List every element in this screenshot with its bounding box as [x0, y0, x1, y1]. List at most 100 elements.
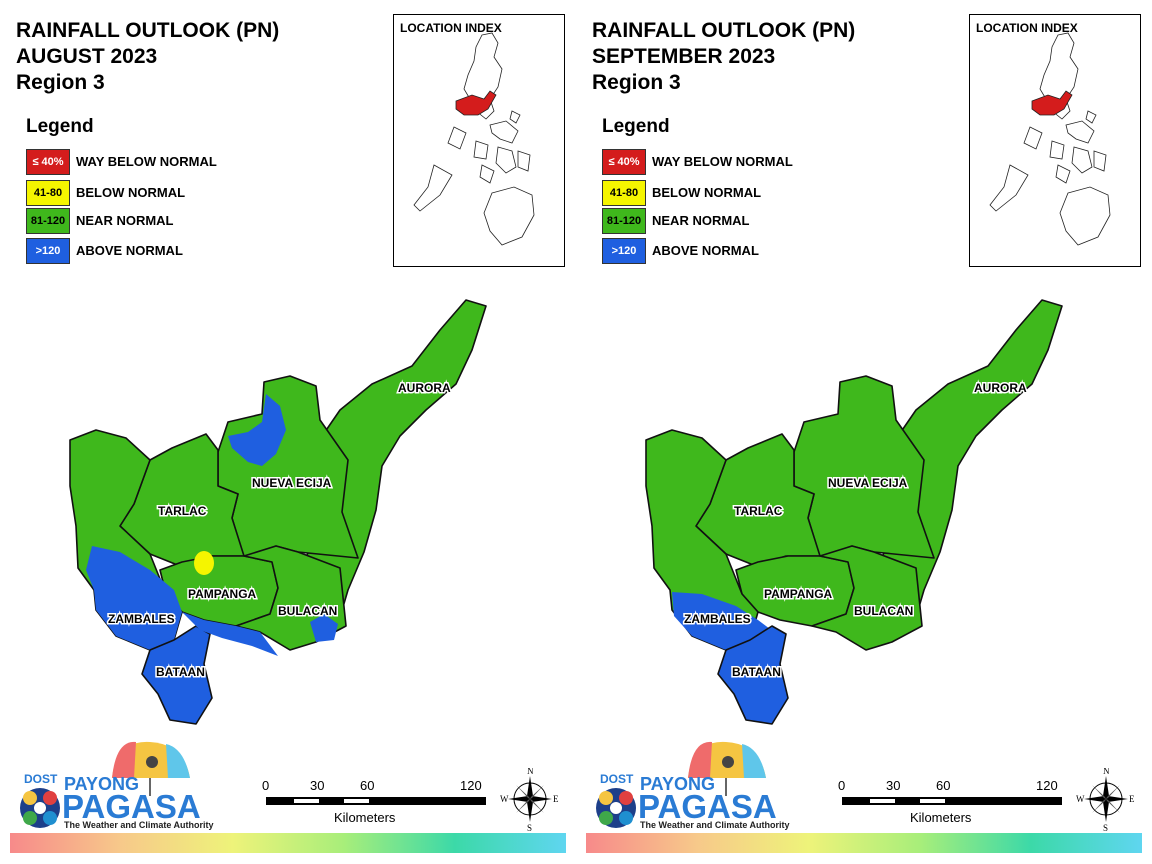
scale-tick-0: 0 [262, 778, 270, 793]
scale-unit: Kilometers [910, 810, 972, 825]
scale-tick-120: 120 [1036, 778, 1058, 793]
logo-pagasa-text: PAGASA [62, 788, 201, 825]
location-index-inset: LOCATION INDEX [969, 14, 1141, 267]
scale-bar: 0 30 60 120 Kilometers [262, 778, 492, 828]
gradient-footer-bar [10, 833, 566, 853]
scale-tick-0: 0 [838, 778, 846, 793]
payong-pagasa-logo: DOST PAYONG PAGASA The Weather and Clima… [16, 738, 214, 833]
scale-bar-graphic [842, 797, 1062, 805]
title-line-2: AUGUST 2023 [16, 45, 158, 68]
legend-swatch: 41-80 [602, 180, 646, 206]
scale-bar-graphic [266, 797, 486, 805]
label-pampanga: PAMPANGA [188, 587, 257, 601]
compass-s: S [527, 823, 532, 832]
scale-tick-120: 120 [460, 778, 482, 793]
label-zambales: ZAMBALES [684, 612, 751, 626]
scale-tick-30: 30 [310, 778, 325, 793]
legend-title: Legend [602, 116, 670, 137]
map-title: RAINFALL OUTLOOK (PN) AUGUST 2023 Region… [16, 18, 279, 96]
compass-e: E [553, 794, 559, 804]
legend-swatch: 41-80 [26, 180, 70, 206]
north-arrow-compass: N S W E [500, 766, 560, 833]
nueva-ecija-blue-zone [228, 394, 286, 466]
legend-swatch: >120 [26, 238, 70, 264]
legend-swatch: >120 [602, 238, 646, 264]
logo-payong-text: PAYONG [64, 774, 140, 794]
legend-label: NEAR NORMAL [76, 213, 174, 228]
province-bataan [141, 625, 213, 725]
scale-bar: 0 30 60 120 Kilometers [838, 778, 1068, 828]
label-zambales: ZAMBALES [108, 612, 175, 626]
title-line-1: RAINFALL OUTLOOK (PN) [592, 19, 856, 42]
outlook-panel-september: RAINFALL OUTLOOK (PN) SEPTEMBER 2023 Reg… [576, 0, 1152, 864]
compass-n: N [1103, 768, 1110, 776]
legend-label: ABOVE NORMAL [76, 243, 183, 258]
payong-pagasa-logo: DOST PAYONG PAGASA The Weather and Clima… [592, 738, 790, 833]
label-bulacan: BULACAN [854, 604, 913, 618]
logo-dost-text: DOST [24, 772, 58, 786]
scale-tick-60: 60 [936, 778, 951, 793]
compass-n: N [527, 768, 534, 776]
dost-seal-icon [596, 788, 636, 828]
label-nueva-ecija: NUEVA ECIJA [828, 476, 908, 490]
gradient-footer-bar [586, 833, 1142, 853]
label-aurora: AURORA [398, 381, 451, 395]
label-nueva-ecija: NUEVA ECIJA [252, 476, 332, 490]
philippines-outline-icon [989, 32, 1111, 246]
label-tarlac: TARLAC [158, 504, 207, 518]
compass-rose-icon: N S W E [500, 766, 559, 833]
title-line-3: Region 3 [592, 71, 681, 94]
province-nueva-ecija [793, 375, 935, 559]
province-bataan [717, 625, 789, 725]
legend-label: BELOW NORMAL [76, 185, 186, 200]
label-bataan: BATAAN [156, 665, 205, 679]
logo-tagline: The Weather and Climate Authority [640, 820, 790, 830]
umbrella-icon [688, 741, 766, 796]
scale-unit: Kilometers [334, 810, 396, 825]
outlook-panel-august: RAINFALL OUTLOOK (PN) AUGUST 2023 Region… [10, 14, 566, 853]
legend-label: WAY BELOW NORMAL [652, 154, 793, 169]
title-line-3: Region 3 [16, 71, 105, 94]
compass-w: W [500, 794, 509, 804]
legend-title: Legend [26, 116, 94, 137]
legend-label: BELOW NORMAL [652, 185, 762, 200]
compass-w: W [1076, 794, 1085, 804]
umbrella-icon [112, 741, 190, 796]
compass-rose-icon: N S W E [1076, 766, 1135, 833]
region-3-rainfall-map: AURORA NUEVA ECIJA TARLAC PAMPANGA BULAC… [645, 299, 1063, 725]
north-arrow-compass: N S W E [1076, 766, 1136, 833]
pampanga-blue-zone [182, 612, 278, 656]
map-title: RAINFALL OUTLOOK (PN) SEPTEMBER 2023 Reg… [592, 18, 855, 96]
title-line-1: RAINFALL OUTLOOK (PN) [16, 19, 280, 42]
region-3-highlight [455, 90, 497, 116]
location-index-title: LOCATION INDEX [400, 21, 502, 35]
dost-seal-icon [20, 788, 60, 828]
legend-label: NEAR NORMAL [652, 213, 750, 228]
logo-pagasa-text: PAGASA [638, 788, 777, 825]
compass-e: E [1129, 794, 1135, 804]
scale-tick-30: 30 [886, 778, 901, 793]
logo-dost-text: DOST [600, 772, 634, 786]
pampanga-yellow-zone [194, 551, 214, 575]
label-pampanga: PAMPANGA [764, 587, 833, 601]
region-3-highlight [1031, 90, 1073, 116]
zambales-blue-zone [86, 546, 182, 650]
scale-tick-60: 60 [360, 778, 375, 793]
logo-payong-text: PAYONG [640, 774, 716, 794]
legend-swatch: ≤ 40% [26, 149, 70, 175]
zambales-blue-zone [672, 592, 774, 650]
logo-tagline: The Weather and Climate Authority [64, 820, 214, 830]
label-tarlac: TARLAC [734, 504, 783, 518]
label-bataan: BATAAN [732, 665, 781, 679]
compass-s: S [1103, 823, 1108, 832]
legend-label: WAY BELOW NORMAL [76, 154, 217, 169]
region-3-rainfall-map: AURORA NUEVA ECIJA TARLAC PAMPANGA BULAC… [69, 299, 487, 725]
label-aurora: AURORA [974, 381, 1027, 395]
location-index-title: LOCATION INDEX [976, 21, 1078, 35]
province-nueva-ecija [217, 375, 359, 559]
bulacan-blue-zone [310, 614, 338, 642]
legend-swatch: 81-120 [602, 208, 646, 234]
legend-label: ABOVE NORMAL [652, 243, 759, 258]
title-line-2: SEPTEMBER 2023 [592, 45, 776, 68]
label-bulacan: BULACAN [278, 604, 337, 618]
